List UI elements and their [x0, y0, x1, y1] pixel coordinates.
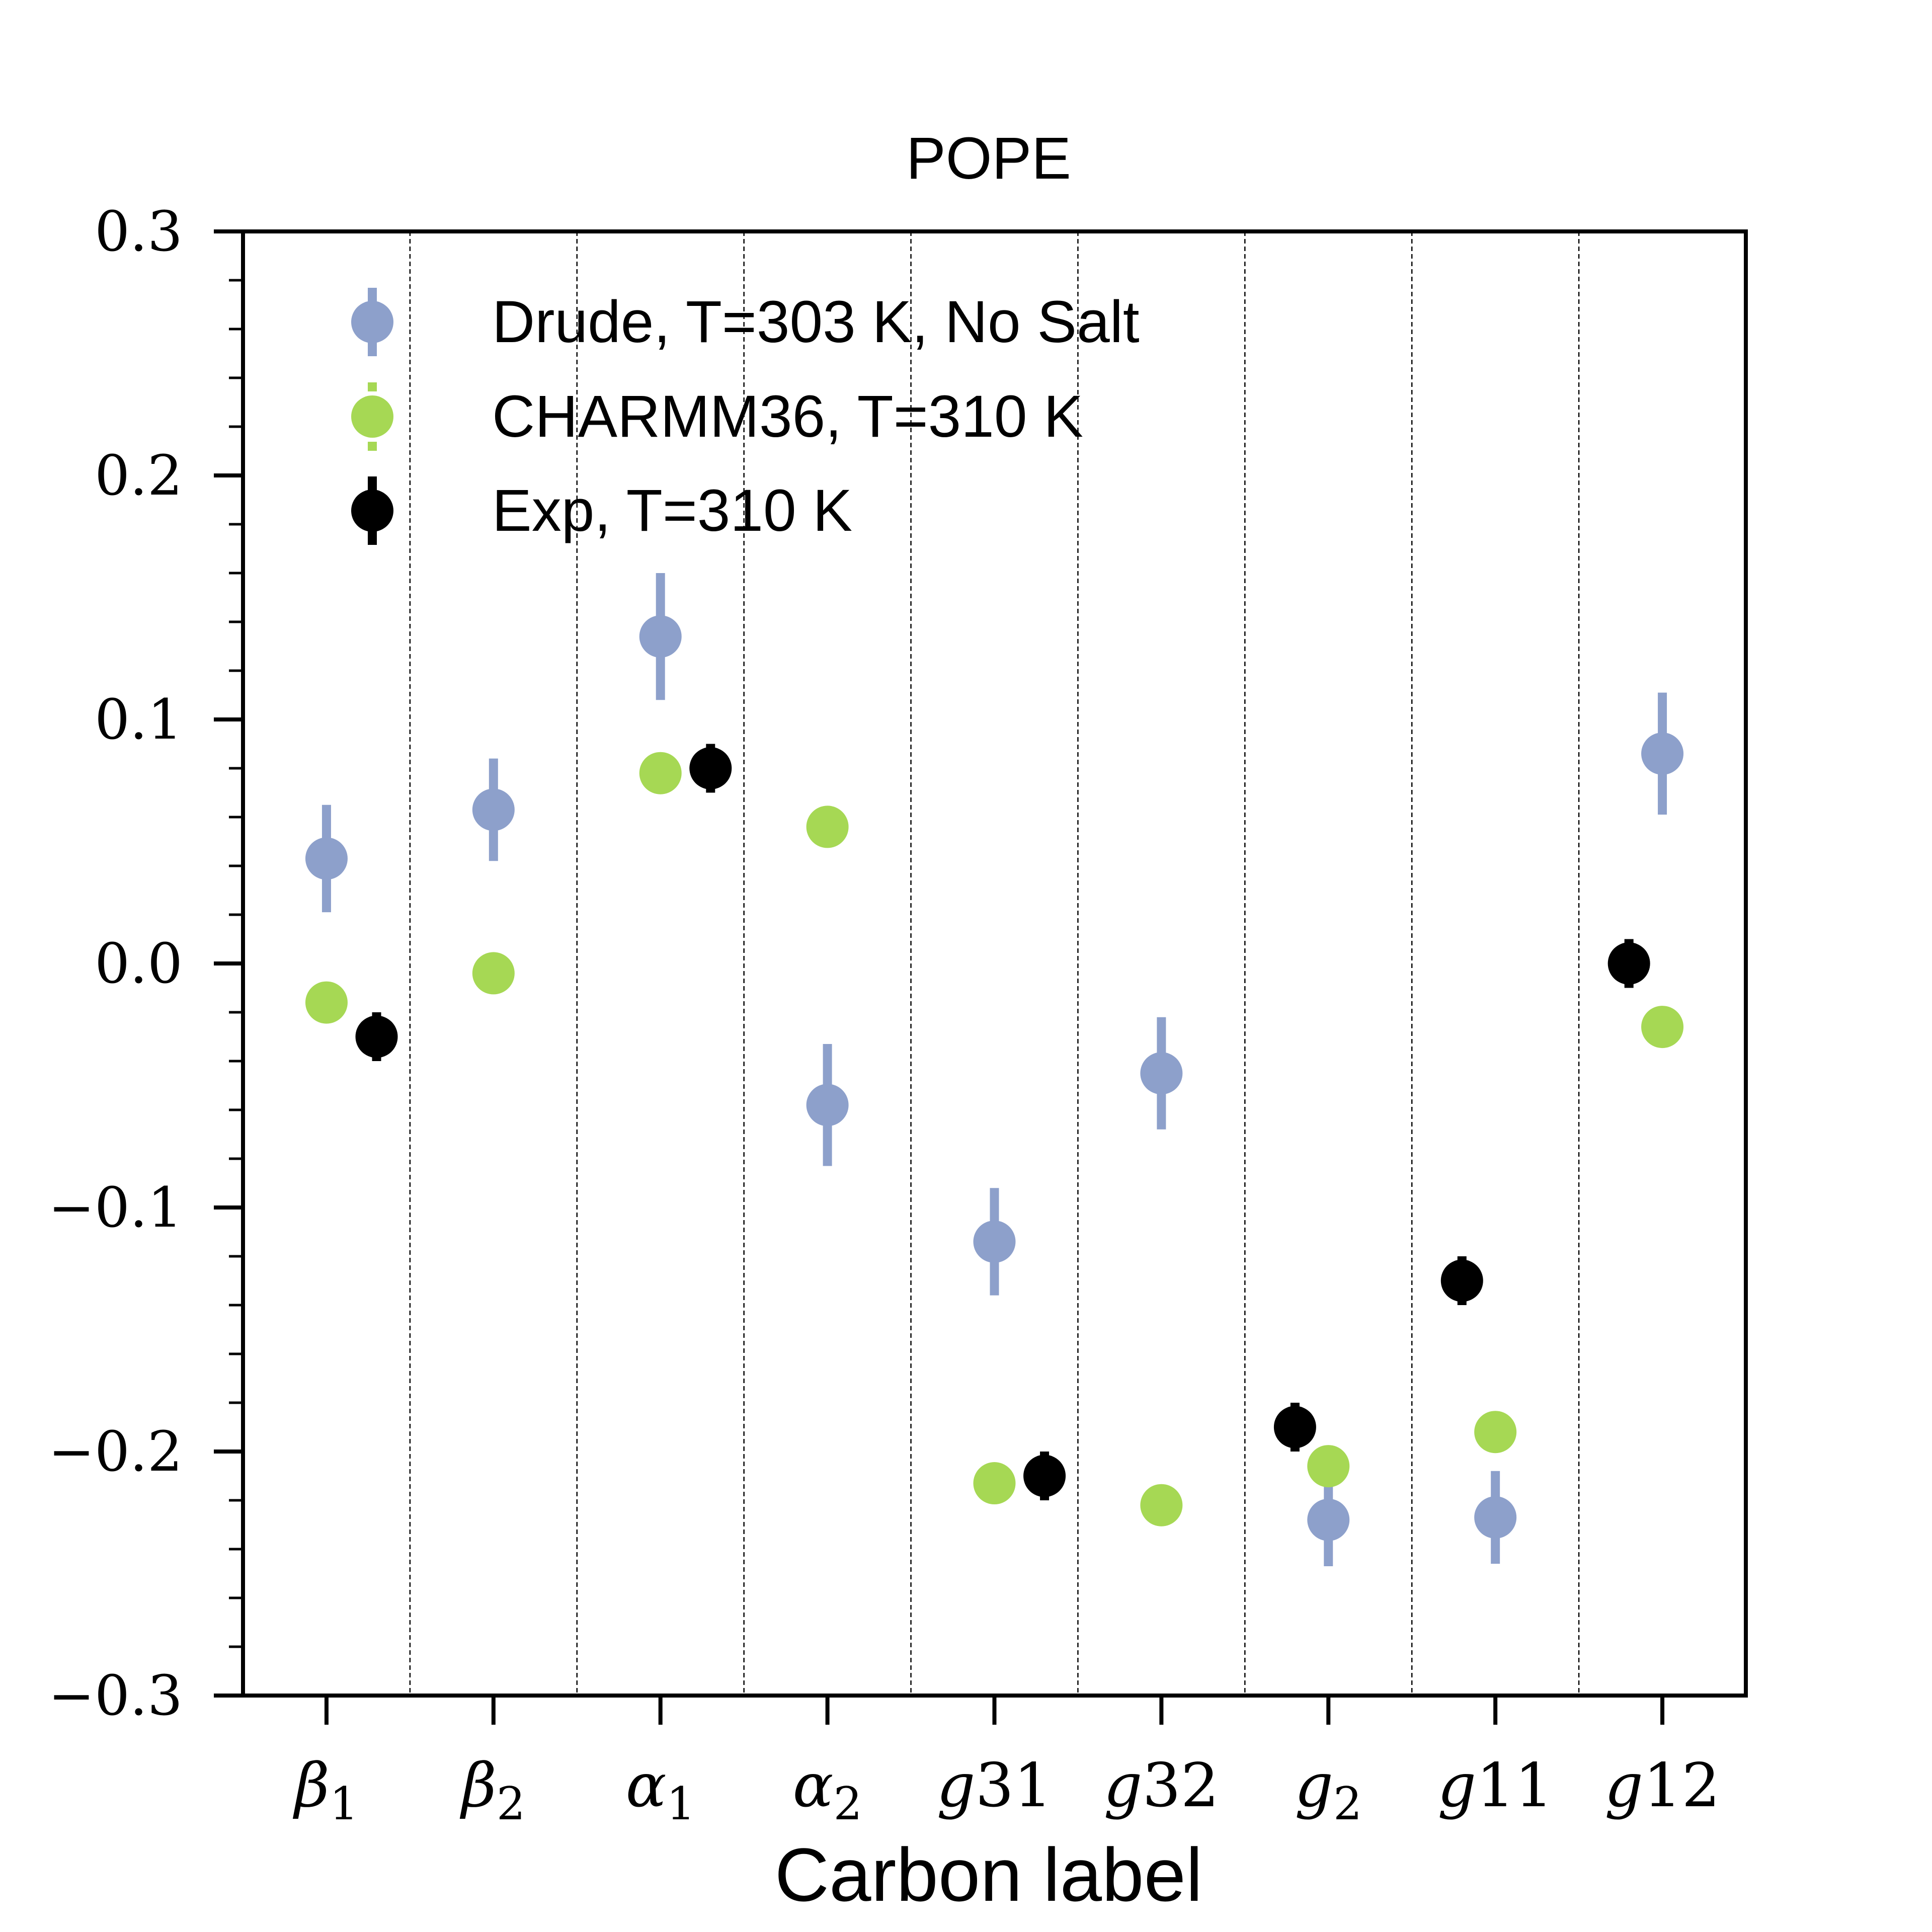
x-tick-label: g12 [1604, 1751, 1720, 1821]
legend-entry: CHARMM36, T=310 K [351, 382, 1083, 451]
marker [806, 1084, 849, 1126]
data-point [305, 981, 348, 1024]
marker [1273, 1406, 1316, 1448]
legend-marker [351, 301, 393, 343]
legend-label: CHARMM36, T=310 K [492, 383, 1083, 450]
data-point [973, 1462, 1016, 1505]
data-point [1023, 1452, 1066, 1500]
marker [305, 837, 348, 880]
marker [1440, 1259, 1483, 1302]
legend-marker [351, 490, 393, 532]
data-point [1140, 1017, 1183, 1130]
marker [1307, 1498, 1350, 1541]
y-tick-label: −0.3 [48, 1663, 183, 1728]
data-point [1273, 1403, 1316, 1452]
data-point [806, 806, 849, 848]
data-point [1641, 692, 1684, 815]
x-tick-label: g32 [1104, 1751, 1220, 1821]
marker [1474, 1496, 1517, 1539]
marker [472, 952, 515, 995]
x-axis: β1 β2 α1 α2 g31 g32 g2 g11 g12 [293, 1696, 1720, 1830]
x-axis-label: Carbon label [775, 1832, 1203, 1917]
x-tick-label: g11 [1437, 1751, 1553, 1821]
y-tick-label: 0.2 [95, 443, 183, 508]
y-tick-label: 0.0 [95, 931, 183, 996]
y-tick-label: 0.1 [95, 687, 183, 752]
marker [1641, 1006, 1684, 1049]
data-point [305, 804, 348, 913]
marker [1140, 1052, 1183, 1095]
y-tick-label: −0.1 [48, 1175, 183, 1240]
data-point [1307, 1445, 1350, 1488]
marker [1607, 942, 1650, 985]
data-point [689, 744, 732, 793]
marker [1641, 732, 1684, 775]
data-point [1140, 1484, 1183, 1526]
data-point [472, 758, 515, 861]
marker [1307, 1445, 1350, 1488]
data-point [1607, 939, 1650, 988]
data-point [1474, 1471, 1517, 1564]
marker [973, 1462, 1016, 1505]
legend-entry: Exp, T=310 K [351, 476, 852, 545]
marker [1474, 1411, 1517, 1454]
marker [1140, 1484, 1183, 1526]
x-tick-label: β1 [293, 1751, 359, 1830]
marker [1023, 1455, 1066, 1497]
marker [639, 752, 682, 794]
x-tick-label: g2 [1295, 1751, 1362, 1830]
data-point [1307, 1473, 1350, 1566]
marker [472, 788, 515, 831]
legend-entry: Drude, T=303 K, No Salt [351, 288, 1140, 356]
y-tick-label: 0.3 [95, 199, 183, 264]
data-marks [305, 573, 1684, 1566]
marker [806, 806, 849, 848]
y-tick-label: −0.2 [48, 1419, 183, 1484]
x-tick-label: α2 [792, 1751, 862, 1830]
data-point [973, 1188, 1016, 1296]
data-point [1440, 1256, 1483, 1305]
data-point [355, 1012, 398, 1061]
data-point [1474, 1411, 1517, 1454]
data-point [1641, 1006, 1684, 1049]
x-tick-label: α1 [626, 1751, 695, 1830]
marker [639, 615, 682, 658]
data-point [806, 1044, 849, 1166]
legend-label: Drude, T=303 K, No Salt [492, 289, 1140, 355]
data-point [639, 752, 682, 794]
x-tick-label: g31 [937, 1751, 1053, 1821]
marker [305, 981, 348, 1024]
marker [355, 1015, 398, 1058]
marker [689, 747, 732, 789]
category-separators [409, 231, 1580, 1696]
legend-marker [351, 395, 393, 438]
data-point [472, 952, 515, 995]
x-tick-label: β2 [460, 1751, 526, 1830]
legend-label: Exp, T=310 K [492, 477, 852, 544]
chart-title: POPE [906, 125, 1071, 192]
legend: Drude, T=303 K, No Salt CHARMM36, T=310 K… [351, 288, 1140, 545]
y-axis: −0.3 −0.2 −0.1 0.0 0.1 0.2 0.3 [48, 199, 243, 1728]
data-point [639, 573, 682, 700]
marker [973, 1220, 1016, 1263]
